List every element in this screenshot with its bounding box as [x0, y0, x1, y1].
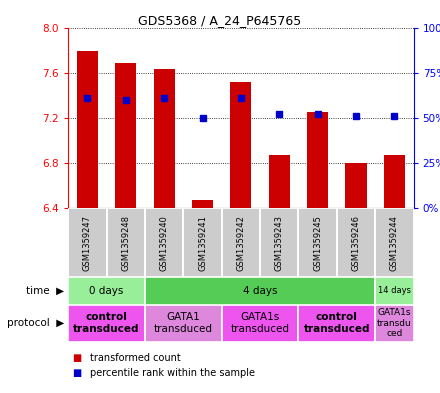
Bar — [222, 305, 298, 342]
Bar — [337, 208, 375, 277]
Bar — [269, 155, 290, 208]
Bar — [375, 208, 414, 277]
Bar — [384, 155, 405, 208]
Text: transformed count: transformed count — [90, 353, 181, 363]
Text: GSM1359247: GSM1359247 — [83, 215, 92, 271]
Text: ■: ■ — [73, 368, 82, 378]
Text: protocol  ▶: protocol ▶ — [7, 318, 64, 328]
Bar — [375, 305, 414, 342]
Bar — [68, 277, 145, 305]
Bar — [260, 208, 298, 277]
Bar — [154, 69, 175, 208]
Bar — [345, 163, 367, 208]
Bar — [145, 277, 375, 305]
Bar — [115, 62, 136, 208]
Text: GATA1
transduced: GATA1 transduced — [154, 312, 213, 334]
Bar — [192, 200, 213, 208]
Text: GSM1359245: GSM1359245 — [313, 215, 322, 271]
Text: control
transduced: control transduced — [304, 312, 370, 334]
Bar — [68, 305, 145, 342]
Text: GSM1359244: GSM1359244 — [390, 215, 399, 271]
Bar — [231, 82, 251, 208]
Text: 0 days: 0 days — [89, 286, 124, 296]
Bar — [307, 112, 328, 208]
Bar — [222, 208, 260, 277]
Bar — [298, 305, 375, 342]
Text: GSM1359240: GSM1359240 — [160, 215, 169, 271]
Text: 4 days: 4 days — [243, 286, 277, 296]
Text: control
transduced: control transduced — [73, 312, 140, 334]
Text: GSM1359241: GSM1359241 — [198, 215, 207, 271]
Text: GSM1359243: GSM1359243 — [275, 215, 284, 271]
Text: ■: ■ — [73, 353, 82, 363]
Bar — [68, 208, 106, 277]
Text: percentile rank within the sample: percentile rank within the sample — [90, 368, 255, 378]
Bar — [375, 277, 414, 305]
Bar — [183, 208, 222, 277]
Text: GSM1359246: GSM1359246 — [352, 215, 360, 271]
Text: GATA1s
transdu
ced: GATA1s transdu ced — [377, 309, 412, 338]
Text: GATA1s
transduced: GATA1s transduced — [231, 312, 290, 334]
Text: time  ▶: time ▶ — [26, 286, 64, 296]
Bar — [298, 208, 337, 277]
Bar — [145, 208, 183, 277]
Bar — [77, 51, 98, 208]
Bar — [145, 305, 222, 342]
Text: 14 days: 14 days — [378, 286, 411, 295]
Text: GSM1359248: GSM1359248 — [121, 215, 130, 271]
Text: GSM1359242: GSM1359242 — [236, 215, 246, 271]
Bar — [106, 208, 145, 277]
Text: GDS5368 / A_24_P645765: GDS5368 / A_24_P645765 — [138, 14, 302, 27]
